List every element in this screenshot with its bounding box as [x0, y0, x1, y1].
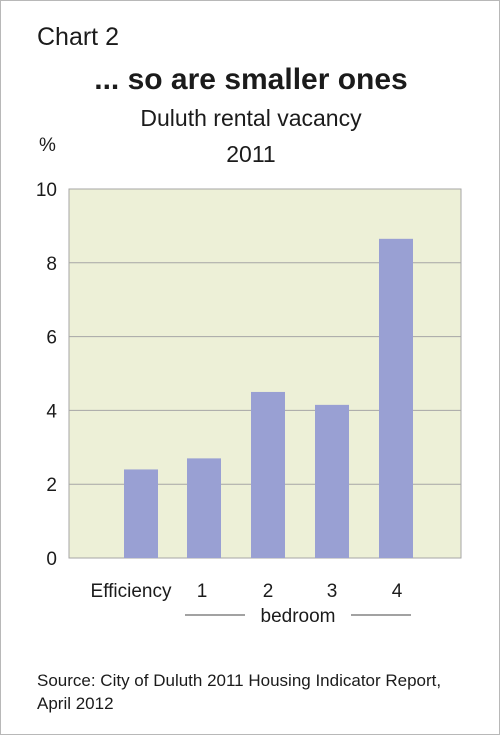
x-tick-label: 2 — [263, 581, 274, 602]
y-tick-label: 6 — [46, 328, 57, 349]
y-tick-label: 10 — [36, 180, 57, 201]
y-tick-label: 2 — [46, 475, 57, 496]
y-axis-unit: % — [39, 135, 56, 156]
source-note: Source: City of Duluth 2011 Housing Indi… — [37, 671, 442, 713]
bars — [124, 238, 413, 558]
y-axis-ticks: 0 2 4 6 8 10 — [36, 180, 58, 570]
bar-1 — [187, 458, 221, 558]
bar-3 — [315, 404, 349, 558]
y-tick-label: 0 — [46, 549, 57, 570]
bar-2 — [251, 391, 285, 558]
x-tick-label: 3 — [327, 581, 338, 602]
chart-number: Chart 2 — [37, 23, 119, 51]
x-axis-labels: Efficiency 1 2 3 4 — [91, 581, 403, 602]
x-tick-label: 1 — [197, 581, 208, 602]
x-group-label: bedroom — [261, 606, 336, 627]
chart-title: ... so are smaller ones — [94, 63, 408, 96]
y-tick-label: 8 — [46, 254, 57, 275]
x-tick-label: 4 — [392, 581, 403, 602]
y-tick-label: 4 — [46, 401, 57, 422]
bar-4 — [379, 238, 413, 558]
chart-year: 2011 — [226, 141, 276, 167]
chart-subtitle: Duluth rental vacancy — [140, 105, 362, 131]
x-tick-label: Efficiency — [91, 581, 172, 602]
bar-efficiency — [124, 469, 158, 558]
